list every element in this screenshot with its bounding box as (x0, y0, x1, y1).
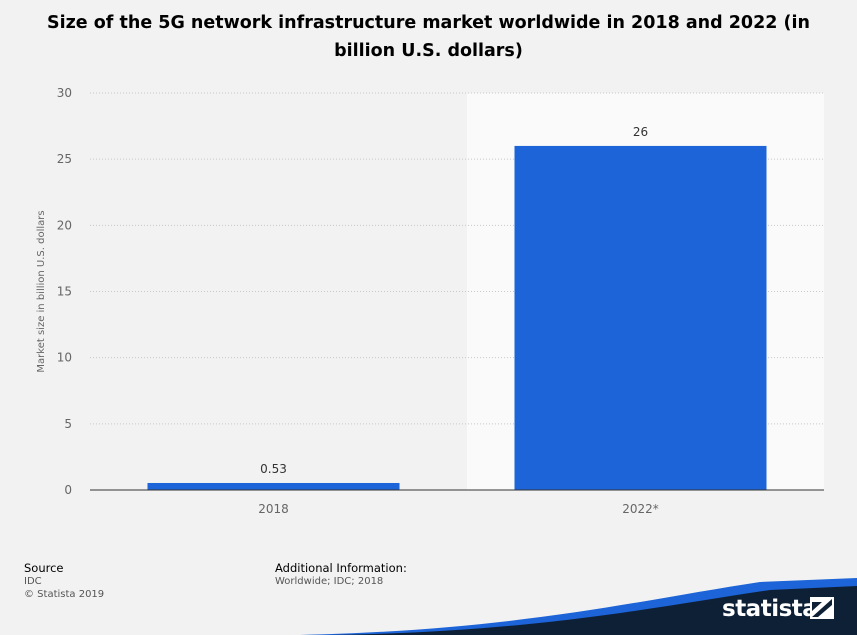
source-name: IDC (24, 576, 42, 587)
chart-title: Size of the 5G network infrastructure ma… (47, 13, 810, 61)
y-tick-label: 30 (57, 86, 72, 100)
data-label: 0.53 (260, 462, 287, 476)
bar[interactable] (514, 145, 767, 490)
y-tick-label: 25 (57, 152, 72, 166)
y-tick-label: 20 (57, 218, 72, 232)
y-axis-title: Market size in billion U.S. dollars (36, 210, 47, 372)
bars (147, 145, 767, 490)
statista-logo-icon (810, 597, 834, 619)
statista-logo-text[interactable]: statista (722, 596, 818, 622)
x-axis-ticks: 2018 2022* (258, 502, 659, 516)
gridlines (90, 92, 824, 425)
y-tick-label: 0 (64, 483, 72, 497)
additional-info-block: Additional Information: Worldwide; IDC; … (275, 562, 407, 588)
y-axis-ticks: 0 5 10 15 20 25 30 (57, 86, 72, 497)
additional-info-text: Worldwide; IDC; 2018 (275, 576, 384, 587)
bar[interactable] (147, 482, 400, 490)
additional-info-heading: Additional Information: (275, 561, 407, 575)
source-heading: Source (24, 561, 64, 575)
y-tick-label: 5 (64, 417, 72, 431)
bar-chart: 0 5 10 15 20 25 30 0.53 26 2018 2022* Market siz… (36, 86, 824, 516)
y-tick-label: 15 (57, 285, 72, 299)
data-label: 26 (633, 125, 648, 139)
copyright: © Statista 2019 (24, 589, 105, 600)
x-tick-label: 2018 (258, 502, 289, 516)
x-tick-label: 2022* (622, 502, 659, 516)
source-block: Source IDC © Statista 2019 (24, 562, 104, 601)
data-labels: 0.53 26 (260, 125, 648, 476)
y-tick-label: 10 (57, 351, 72, 365)
